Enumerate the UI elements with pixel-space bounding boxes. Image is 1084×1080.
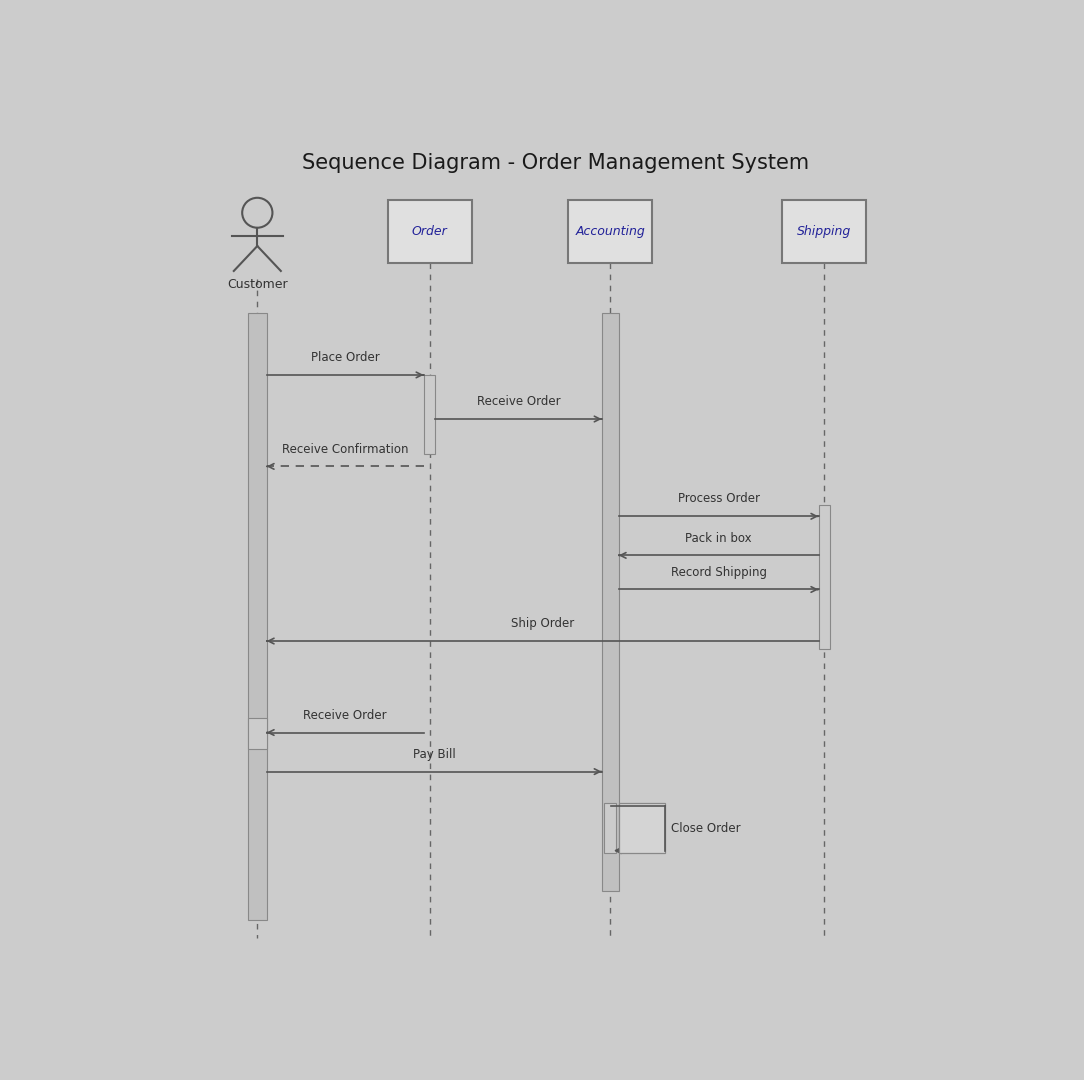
Bar: [568, 200, 653, 262]
Text: Place Order: Place Order: [311, 351, 379, 364]
Text: Customer: Customer: [227, 278, 287, 291]
Text: Accounting: Accounting: [576, 225, 645, 238]
Bar: [818, 505, 830, 649]
Text: Process Order: Process Order: [678, 492, 760, 505]
Text: Receive Confirmation: Receive Confirmation: [282, 443, 409, 456]
Bar: [248, 312, 267, 920]
Bar: [783, 200, 866, 262]
Text: Ship Order: Ship Order: [511, 618, 575, 631]
Text: Close Order: Close Order: [671, 822, 741, 835]
Bar: [602, 312, 619, 891]
Text: Record Shipping: Record Shipping: [671, 566, 766, 579]
Bar: [388, 200, 472, 262]
Bar: [424, 375, 436, 454]
Text: Receive Order: Receive Order: [304, 708, 387, 721]
Text: Receive Order: Receive Order: [477, 395, 560, 408]
Bar: [619, 804, 664, 853]
Text: Order: Order: [412, 225, 448, 238]
Text: Pay Bill: Pay Bill: [413, 747, 455, 760]
Bar: [248, 717, 267, 750]
Text: Shipping: Shipping: [797, 225, 852, 238]
Text: Pack in box: Pack in box: [685, 531, 752, 544]
Text: Sequence Diagram - Order Management System: Sequence Diagram - Order Management Syst…: [302, 153, 809, 173]
Bar: [604, 804, 616, 853]
